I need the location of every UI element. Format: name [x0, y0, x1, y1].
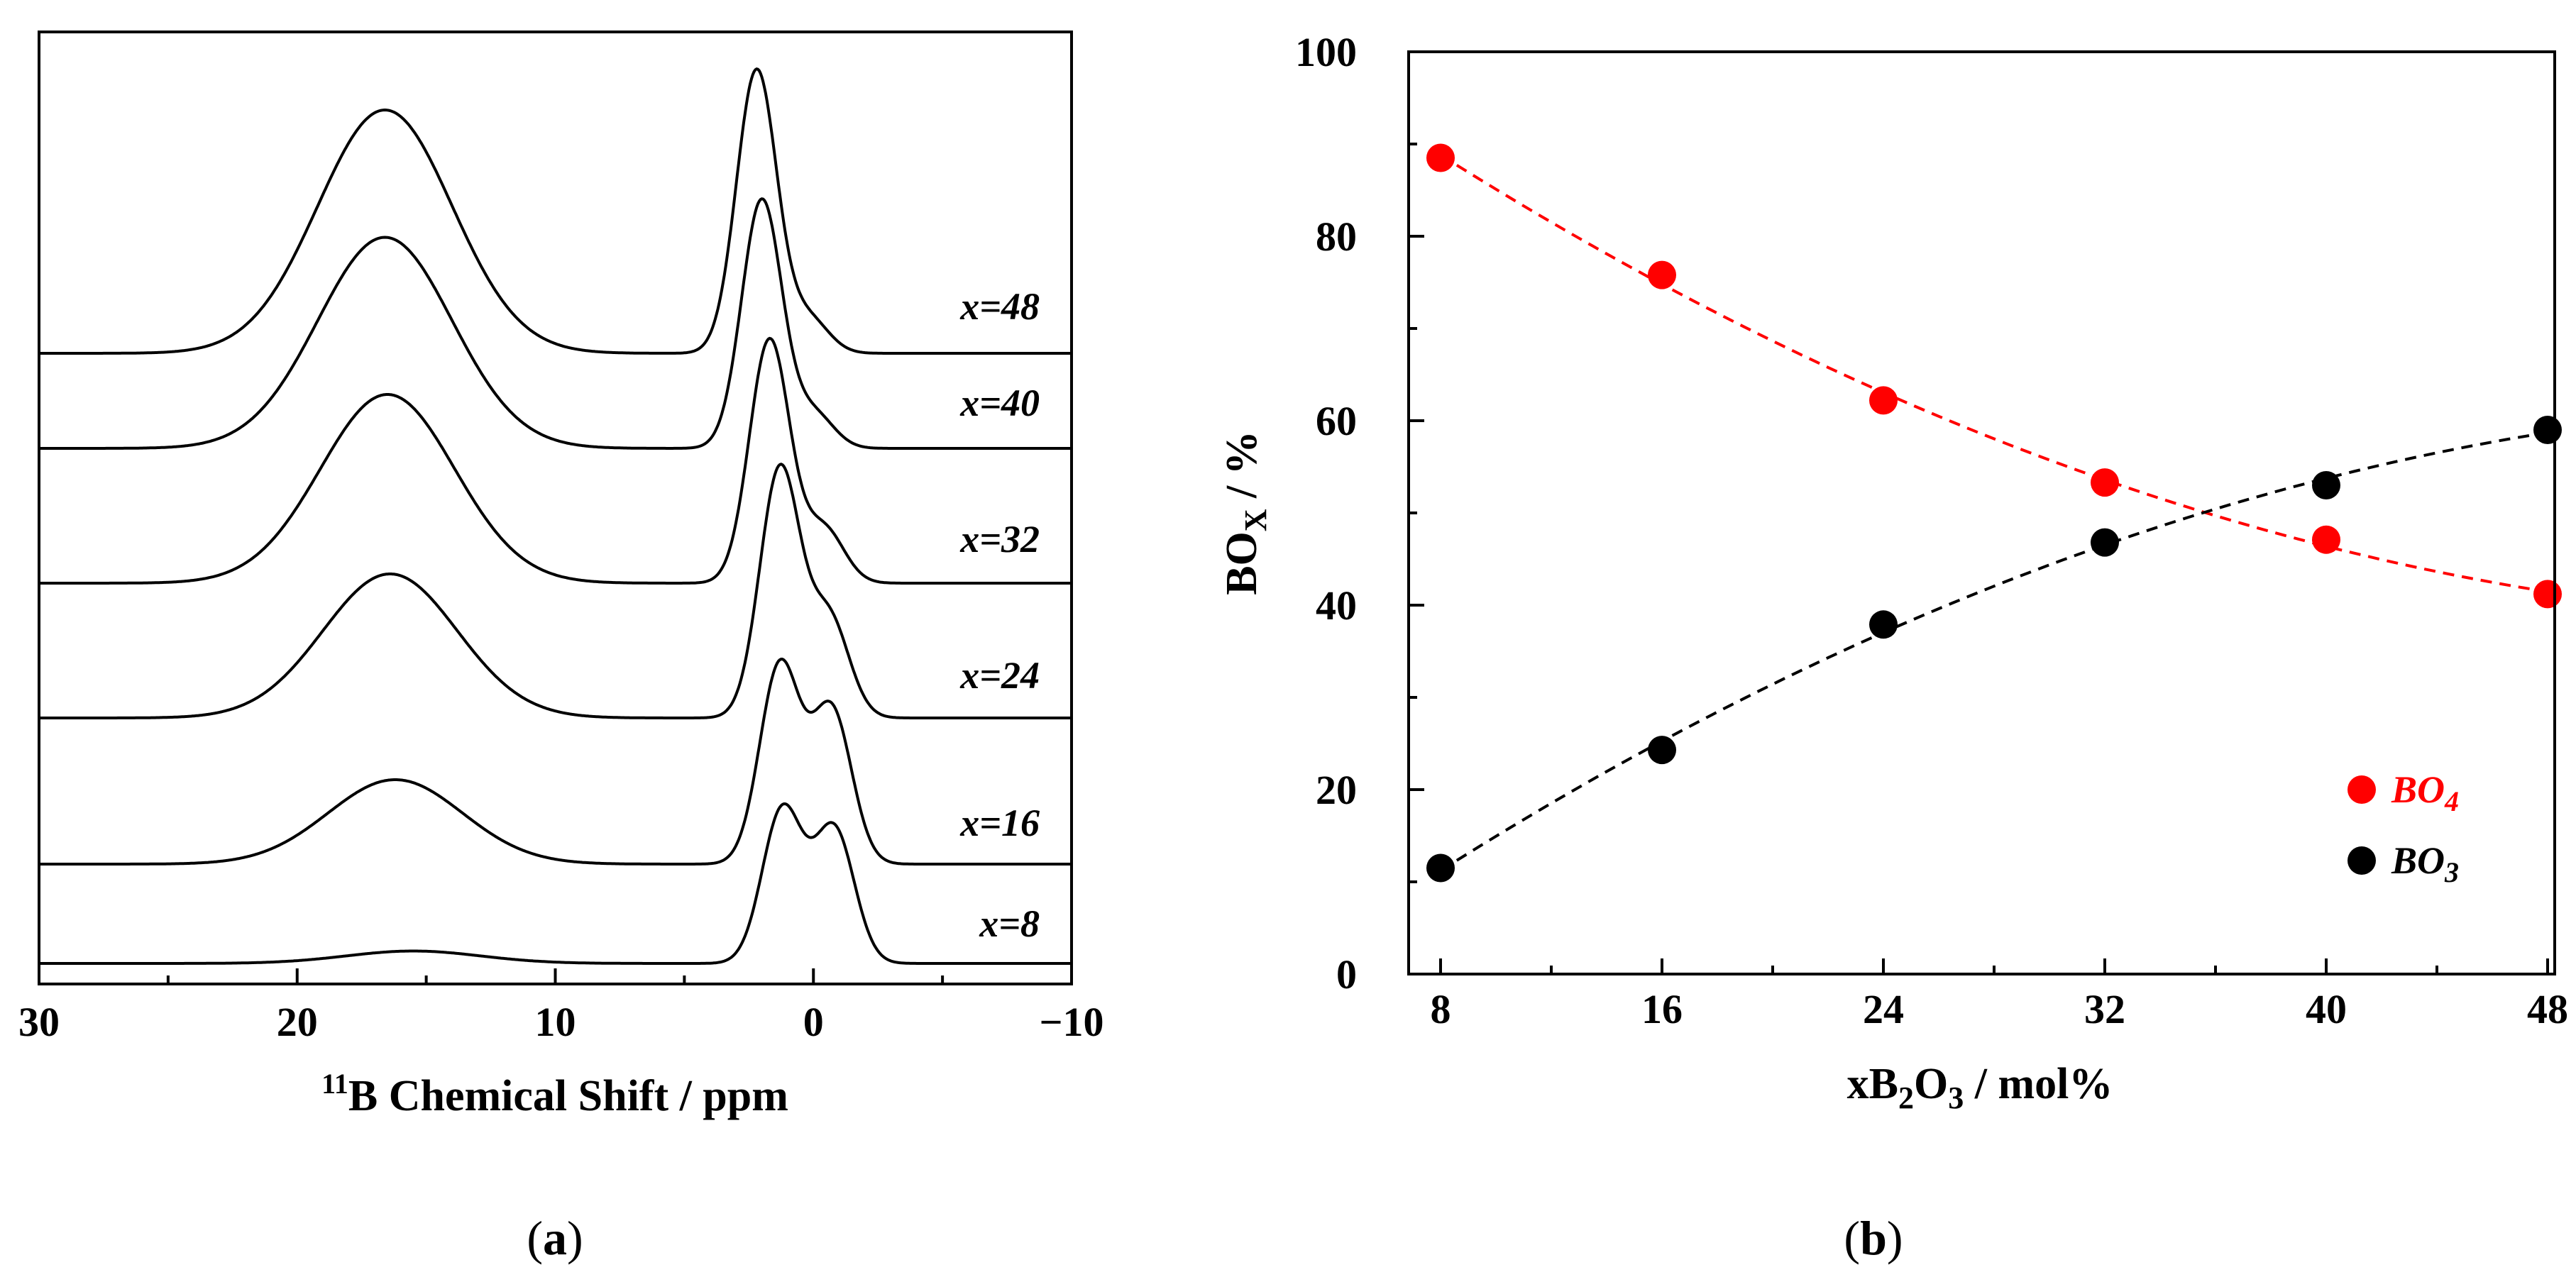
panel-letter-b: b — [1860, 1211, 1887, 1265]
trace-label: x=8 — [979, 902, 1040, 945]
legend-marker-bo3 — [2347, 846, 2376, 875]
data-point-bo4 — [1869, 386, 1898, 415]
x-axis-title-b-part2: O — [1914, 1060, 1948, 1108]
trace-label: x=24 — [959, 654, 1040, 697]
spectrum-trace — [39, 657, 1071, 866]
data-point-bo4 — [2312, 525, 2340, 554]
x-axis-title-a: 11B Chemical Shift / ppm — [321, 1068, 788, 1120]
x-tick-label: 24 — [1863, 986, 1904, 1032]
y-tick-label: 20 — [1316, 767, 1357, 813]
x-tick-label: 48 — [2527, 986, 2568, 1032]
legend: BO4 BO3 — [2347, 768, 2459, 888]
x-tick-label: 30 — [18, 999, 60, 1045]
data-point-bo3 — [2312, 471, 2340, 499]
legend-label-bo4-sub: 4 — [2444, 785, 2459, 817]
x-axis-tick-labels-b: 8 16 24 32 40 48 — [1431, 986, 2569, 1032]
data-point-bo3 — [2091, 528, 2119, 557]
x-tick-label: 20 — [277, 999, 318, 1045]
fit-curve-bo4 — [1439, 153, 2548, 594]
panel-label-a: (a) — [527, 1211, 583, 1265]
data-point-bo4 — [2091, 468, 2119, 497]
data-point-bo4 — [1426, 143, 1455, 172]
spectrum-trace — [39, 197, 1071, 450]
y-tick-label: 80 — [1316, 214, 1357, 260]
y-axis-title-b: BOX / % — [1218, 431, 1273, 595]
data-point-bo3 — [2533, 416, 2562, 444]
x-axis-title-b-part1: xB — [1847, 1060, 1898, 1108]
x-axis-title-b: xB2O3 / mol% — [1847, 1060, 2113, 1115]
data-point-bo4 — [1648, 260, 1676, 289]
fit-curve-bo3 — [1439, 431, 2548, 872]
x-tick-label: 8 — [1431, 986, 1451, 1032]
nmr-spectra-panel: x=8 x=16 x=24 x=32 x=40 x=48 30 20 10 0 −10 11B C… — [18, 31, 1104, 1265]
panel-label-b: (b) — [1844, 1211, 1903, 1265]
data-point-bo3 — [1869, 610, 1898, 639]
x-axis-title-b-sub2: 3 — [1948, 1080, 1964, 1115]
x-tick-label: 32 — [2084, 986, 2125, 1032]
y-tick-label: 100 — [1295, 29, 1357, 75]
y-axis-title-b-suffix: / % — [1218, 431, 1266, 509]
legend-label-bo3-main: BO — [2391, 839, 2445, 882]
spectra-traces — [39, 67, 1071, 965]
trace-label: x=48 — [959, 285, 1040, 328]
axis-ticks-b — [1409, 50, 2549, 975]
plot-frame-a — [38, 31, 1073, 985]
legend-label-bo3: BO3 — [2391, 839, 2459, 888]
y-axis-title-b-main: BO — [1218, 531, 1266, 595]
x-axis-tick-labels-a: 30 20 10 0 −10 — [18, 999, 1104, 1045]
x-axis-title-b-part3: / mol% — [1964, 1060, 2113, 1108]
legend-label-bo3-sub: 3 — [2444, 856, 2459, 888]
trace-label: x=32 — [959, 518, 1040, 560]
legend-label-bo4: BO4 — [2391, 768, 2459, 817]
x-axis-title-b-sub1: 2 — [1898, 1080, 1914, 1115]
y-tick-label: 60 — [1316, 398, 1357, 444]
x-tick-label: −10 — [1039, 999, 1103, 1045]
trace-label: x=16 — [959, 802, 1040, 844]
x-axis-title-a-superscript: 11 — [321, 1068, 348, 1100]
x-axis-title-a-text: B Chemical Shift / ppm — [348, 1072, 788, 1120]
legend-label-bo4-main: BO — [2391, 768, 2445, 811]
x-tick-label: 40 — [2306, 986, 2347, 1032]
panel-letter-a: a — [543, 1211, 567, 1265]
spectrum-trace — [39, 802, 1071, 965]
legend-marker-bo4 — [2347, 775, 2376, 804]
spectrum-trace — [39, 67, 1071, 355]
y-tick-label: 40 — [1316, 582, 1357, 629]
x-tick-label: 10 — [535, 999, 576, 1045]
data-point-bo4 — [2533, 580, 2562, 609]
spectrum-trace — [39, 463, 1071, 719]
fit-curves — [1439, 153, 2548, 872]
y-axis-tick-labels-b: 0 20 40 60 80 100 — [1295, 29, 1357, 997]
trace-label: x=40 — [959, 382, 1040, 424]
y-tick-label: 0 — [1336, 951, 1357, 997]
y-axis-title-b-sub: X — [1238, 509, 1273, 531]
trace-labels: x=8 x=16 x=24 x=32 x=40 x=48 — [959, 285, 1040, 945]
x-tick-label: 0 — [803, 999, 824, 1045]
spectrum-trace — [39, 336, 1071, 585]
x-axis-ticks-a — [38, 968, 1073, 984]
x-tick-label: 16 — [1641, 986, 1683, 1032]
data-point-bo3 — [1426, 853, 1455, 883]
data-point-bo3 — [1648, 736, 1676, 765]
plot-frame-b — [1407, 50, 2556, 975]
